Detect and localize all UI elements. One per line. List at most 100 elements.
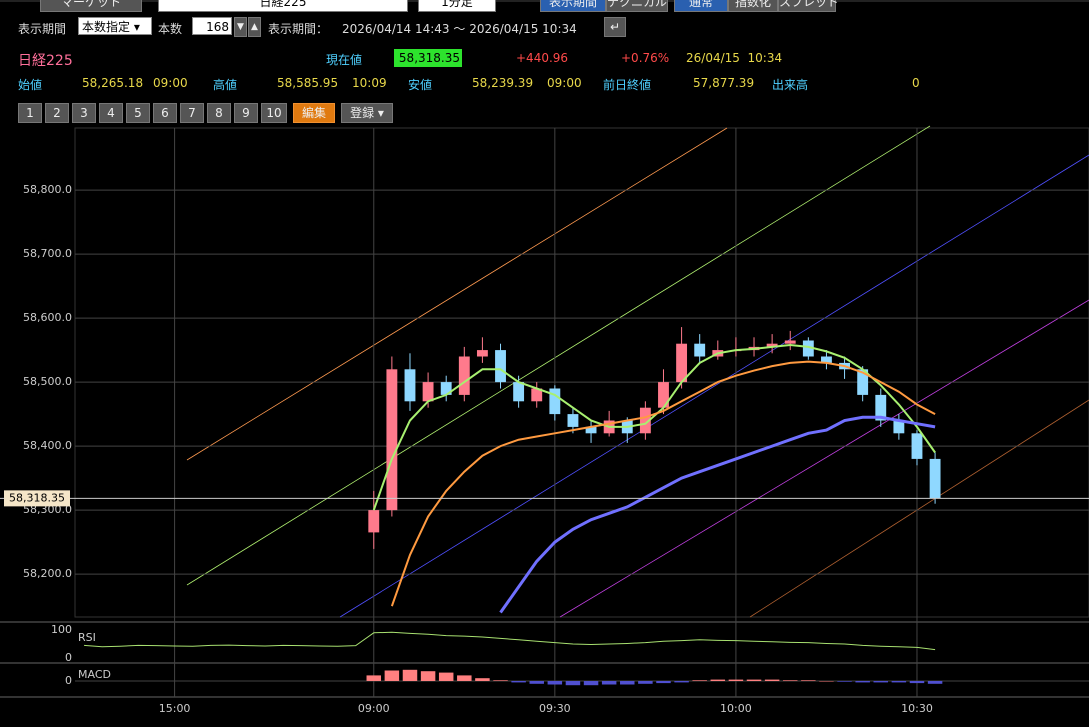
current-label: 現在値 <box>326 53 363 67</box>
preset-button[interactable]: 1 <box>18 103 42 123</box>
moving-average <box>372 343 936 511</box>
macd-bar <box>475 678 490 681</box>
normal-button[interactable]: 通常 <box>674 0 728 12</box>
macd-bar <box>620 681 635 685</box>
register-text: 登録 <box>350 106 375 120</box>
candle-body <box>458 356 470 395</box>
candle-body <box>893 420 905 434</box>
candle-body <box>585 426 597 434</box>
macd-bar <box>438 672 454 681</box>
period-mode: 本数指定 <box>82 20 131 34</box>
macd-bar <box>746 679 762 681</box>
spread-button[interactable]: スプレッド <box>778 0 839 12</box>
candle-body <box>875 394 887 421</box>
preset-button[interactable]: 8 <box>207 103 231 123</box>
technical-button[interactable]: テクニカル <box>606 0 668 12</box>
change: +440.96 <box>516 51 569 65</box>
market-select[interactable]: マーケット <box>40 0 142 12</box>
low-time: 09:00 <box>547 76 582 90</box>
macd-bar <box>801 680 816 681</box>
panel-title: MACD <box>78 668 111 681</box>
candle-body <box>658 382 669 408</box>
period-button[interactable]: 表示期間 <box>540 0 606 12</box>
candle-body <box>676 343 688 383</box>
low-label: 安値 <box>408 78 433 92</box>
trend-line <box>186 127 728 461</box>
y-tick-label: 58,300.0 <box>23 503 72 516</box>
interval-select[interactable]: 1分足 <box>418 0 496 12</box>
macd-bar <box>819 681 834 682</box>
y-tick-label: 0 <box>65 651 72 664</box>
preset-button[interactable]: 2 <box>45 103 69 123</box>
preset-button[interactable]: 9 <box>234 103 258 123</box>
candle-body <box>784 340 796 344</box>
rsi-line <box>84 631 936 651</box>
macd-bar <box>601 681 617 685</box>
macd-bar <box>764 679 780 681</box>
macd-bar <box>511 681 526 683</box>
candle-body <box>748 346 760 351</box>
candle-body <box>802 340 814 357</box>
candle-body <box>639 407 651 434</box>
count-input[interactable]: 168 <box>192 17 232 35</box>
high-label: 高値 <box>213 78 238 92</box>
macd-bar <box>782 680 798 681</box>
spin-down[interactable]: ▼ <box>234 17 247 37</box>
macd-bar <box>855 681 870 683</box>
x-tick-label: 10:00 <box>720 702 752 715</box>
preset-button[interactable]: 7 <box>180 103 204 123</box>
y-tick-label: 0 <box>65 674 72 687</box>
high-value: 58,585.95 <box>277 76 339 90</box>
current-price-box <box>4 490 70 507</box>
candle-body <box>531 388 543 402</box>
macd-bar <box>384 670 400 681</box>
edit-button[interactable]: 編集 <box>293 103 335 123</box>
x-tick-label: 10:30 <box>901 702 933 715</box>
spin-up[interactable]: ▲ <box>248 17 261 37</box>
prev-value: 57,877.39 <box>693 76 755 90</box>
symbol-select[interactable]: 日経225 <box>158 0 408 12</box>
macd-bar <box>565 681 581 686</box>
candle-body <box>766 343 778 347</box>
moving-average <box>390 360 936 607</box>
preset-button[interactable]: 4 <box>99 103 123 123</box>
quote-time: 26/04/15 10:34 <box>686 51 783 65</box>
change-pct: +0.76% <box>621 51 670 65</box>
top-toolbar: マーケット 日経225 1分足 表示期間 テクニカル 通常 指数化 スプレッド <box>0 0 1089 12</box>
symbol-name: 日経225 <box>18 53 73 69</box>
candle-body <box>567 414 579 427</box>
trend-line <box>559 299 1089 618</box>
trend-line <box>186 125 931 586</box>
register-button[interactable]: 登録 ▾ <box>341 103 393 123</box>
x-tick-label: 15:00 <box>159 702 191 715</box>
candle-body <box>839 362 850 370</box>
period-mode-select[interactable]: 本数指定 ▾ <box>78 17 152 35</box>
macd-bar <box>457 675 472 681</box>
current-value: 58,318.35 <box>394 49 462 67</box>
x-tick-label: 09:00 <box>358 702 390 715</box>
open-value: 58,265.18 <box>82 76 144 90</box>
candle-body <box>929 458 941 499</box>
candle-body <box>821 356 832 363</box>
macd-bar <box>692 680 707 681</box>
macd-bar <box>529 681 544 684</box>
index-button[interactable]: 指数化 <box>728 0 778 12</box>
volume-value: 0 <box>912 76 920 90</box>
trend-line <box>749 399 1089 618</box>
preset-button[interactable]: 6 <box>153 103 177 123</box>
y-tick-label: 58,700.0 <box>23 247 72 260</box>
candle-body <box>694 343 706 357</box>
preset-button[interactable]: 3 <box>72 103 96 123</box>
macd-bar <box>547 681 563 685</box>
y-tick-label: 58,200.0 <box>23 567 72 580</box>
current-price-label: 58,318.35 <box>9 491 65 504</box>
volume-label: 出来高 <box>772 78 809 92</box>
low-value: 58,239.39 <box>472 76 534 90</box>
range-value: 2026/04/14 14:43 ～ 2026/04/15 10:34 <box>342 22 577 36</box>
candle-body <box>422 382 434 402</box>
reset-button[interactable]: ↵ <box>604 17 626 37</box>
y-tick-label: 100 <box>51 623 72 636</box>
preset-button[interactable]: 5 <box>126 103 150 123</box>
preset-button[interactable]: 10 <box>261 103 287 123</box>
